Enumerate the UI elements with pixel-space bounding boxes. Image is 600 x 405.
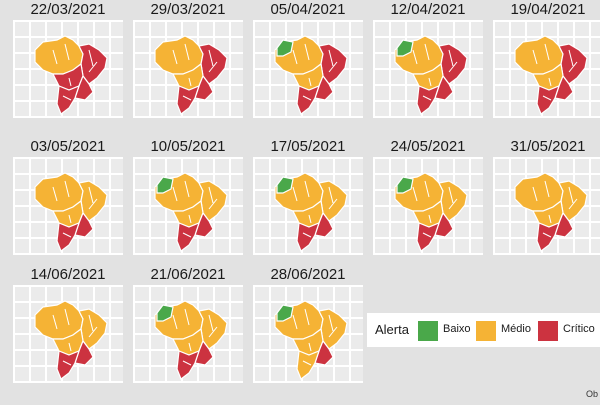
legend-key-critico (537, 320, 559, 342)
panel-date: 22/03/2021 (30, 1, 106, 18)
brazil-map (514, 35, 588, 115)
caption: Ob (585, 389, 598, 399)
brazil-map (514, 172, 588, 252)
region-baixo (276, 39, 294, 57)
legend-title: Alerta (375, 322, 409, 337)
panel-plot (13, 157, 123, 255)
region-sul (536, 221, 560, 252)
legend-label-baixo: Baixo (443, 323, 471, 335)
region-sul (536, 84, 560, 115)
region-sul (56, 349, 80, 380)
region-sul (176, 349, 200, 380)
panel-plot (133, 157, 243, 255)
panel-date: 14/06/2021 (30, 266, 106, 283)
panel-date: 03/05/2021 (30, 138, 106, 155)
panel-date: 17/05/2021 (270, 138, 346, 155)
state-borders (292, 43, 338, 101)
region-sul (416, 221, 440, 252)
panel-date: 29/03/2021 (150, 1, 226, 18)
brazil-map (34, 35, 108, 115)
panel-plot (13, 285, 123, 383)
state-borders (52, 180, 98, 238)
brazil-map (274, 172, 348, 252)
region-sul (176, 221, 200, 252)
legend-key-medio (475, 320, 497, 342)
state-borders (412, 43, 458, 101)
state-borders (532, 43, 578, 101)
region-baixo (396, 39, 414, 57)
panel-date: 31/05/2021 (510, 138, 586, 155)
panel-plot (493, 20, 600, 118)
panel-plot (133, 285, 243, 383)
brazil-map (274, 35, 348, 115)
state-borders (172, 43, 218, 101)
region-baixo (396, 176, 414, 194)
state-borders (292, 308, 338, 366)
region-baixo (276, 176, 294, 194)
region-sul (56, 221, 80, 252)
panel-plot (253, 285, 363, 383)
panel-plot (253, 157, 363, 255)
panel-date: 24/05/2021 (390, 138, 466, 155)
panel-plot (373, 20, 483, 118)
region-sul (296, 221, 320, 252)
brazil-map (34, 300, 108, 380)
panel-date: 19/04/2021 (510, 1, 586, 18)
region-sul (296, 349, 320, 380)
panel-date: 21/06/2021 (150, 266, 226, 283)
state-borders (52, 43, 98, 101)
panel-plot (133, 20, 243, 118)
region-sul (416, 84, 440, 115)
brazil-map (274, 300, 348, 380)
panel-plot (253, 20, 363, 118)
state-borders (172, 308, 218, 366)
region-sul (56, 84, 80, 115)
legend-label-medio: Médio (501, 323, 531, 335)
region-baixo (156, 304, 174, 322)
brazil-map (34, 172, 108, 252)
state-borders (52, 308, 98, 366)
brazil-map (394, 35, 468, 115)
region-sul (296, 84, 320, 115)
panel-date: 10/05/2021 (150, 138, 226, 155)
state-borders (172, 180, 218, 238)
legend: Alerta Baixo Médio Crítico (367, 313, 600, 347)
state-borders (292, 180, 338, 238)
legend-label-critico: Crítico (563, 323, 595, 335)
state-borders (412, 180, 458, 238)
region-baixo (156, 176, 174, 194)
region-sul (176, 84, 200, 115)
region-baixo (276, 304, 294, 322)
brazil-map (394, 172, 468, 252)
state-borders (532, 180, 578, 238)
panel-plot (13, 20, 123, 118)
legend-key-baixo (417, 320, 439, 342)
panel-plot (493, 157, 600, 255)
panel-date: 12/04/2021 (390, 1, 466, 18)
brazil-map (154, 300, 228, 380)
brazil-map (154, 35, 228, 115)
panel-date: 28/06/2021 (270, 266, 346, 283)
brazil-map (154, 172, 228, 252)
panel-date: 05/04/2021 (270, 1, 346, 18)
panel-plot (373, 157, 483, 255)
